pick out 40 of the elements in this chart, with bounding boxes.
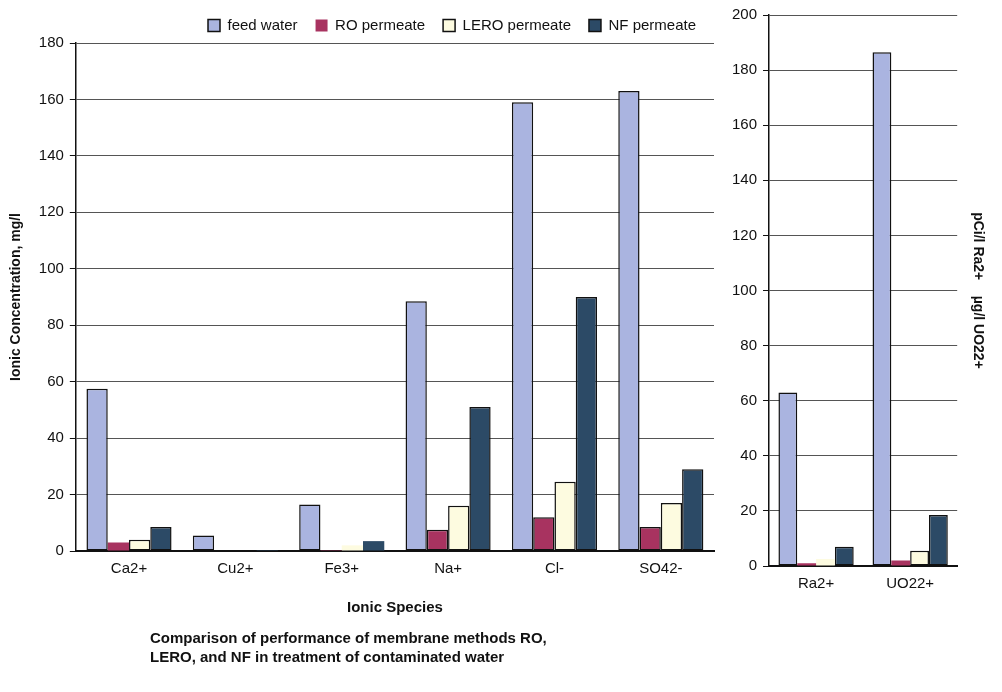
x-axis-title: Ionic Species xyxy=(346,598,443,616)
y-tick-label: 100 xyxy=(38,258,64,276)
x-tick-label: SO42- xyxy=(639,559,683,577)
y-tick-label: 120 xyxy=(38,202,64,220)
y-tick-label: 20 xyxy=(740,501,758,519)
y-tick-label: 120 xyxy=(732,225,758,243)
y-tick-label: 180 xyxy=(732,60,758,78)
x-tick-label: Cu2+ xyxy=(217,559,254,577)
y-tick-label: 160 xyxy=(38,89,64,107)
text: Comparison of performance of membrane methods RO, LERO, and NF in treatment of contaminated water xyxy=(150,628,548,666)
bar xyxy=(891,560,911,566)
y-tick-label: 40 xyxy=(47,428,64,446)
x-tick-label: UO22+ xyxy=(886,574,935,592)
x-tick-label: Cl- xyxy=(544,559,565,577)
y-tick-label: 140 xyxy=(732,170,758,188)
y-tick-label: 80 xyxy=(47,315,64,333)
x-tick-label: Na+ xyxy=(434,559,463,577)
y-tick-label: 40 xyxy=(740,445,758,463)
legend-label: RO permeate xyxy=(335,15,426,33)
x-tick-label: Ca2+ xyxy=(110,559,148,577)
y-tick-label: 100 xyxy=(732,280,758,298)
y-axis-title: Ionic Concentration, mg/l xyxy=(7,212,24,382)
y-tick-label: 20 xyxy=(47,484,64,502)
y-tick-label: 60 xyxy=(47,371,64,389)
y-tick-label: 0 xyxy=(55,541,64,559)
legend-label: NF permeate xyxy=(608,15,697,33)
y2-axis-title: pCi/l Ra2+ µg/l UO22+ xyxy=(970,212,987,369)
y-tick-label: 80 xyxy=(740,335,758,353)
y-tick-label: 200 xyxy=(732,5,758,23)
y-tick-label: 60 xyxy=(740,390,758,408)
bar xyxy=(816,559,835,566)
x-tick-label: Fe3+ xyxy=(324,559,360,577)
y-tick-label: 160 xyxy=(732,115,758,133)
legend-label: feed water xyxy=(227,15,298,33)
y-tick-label: 140 xyxy=(38,146,64,164)
y-tick-label: 180 xyxy=(38,33,64,51)
y-tick-label: 0 xyxy=(748,556,758,574)
legend-label: LERO permeate xyxy=(462,15,571,33)
bar xyxy=(797,563,817,566)
x-tick-label: Ra2+ xyxy=(797,574,835,592)
